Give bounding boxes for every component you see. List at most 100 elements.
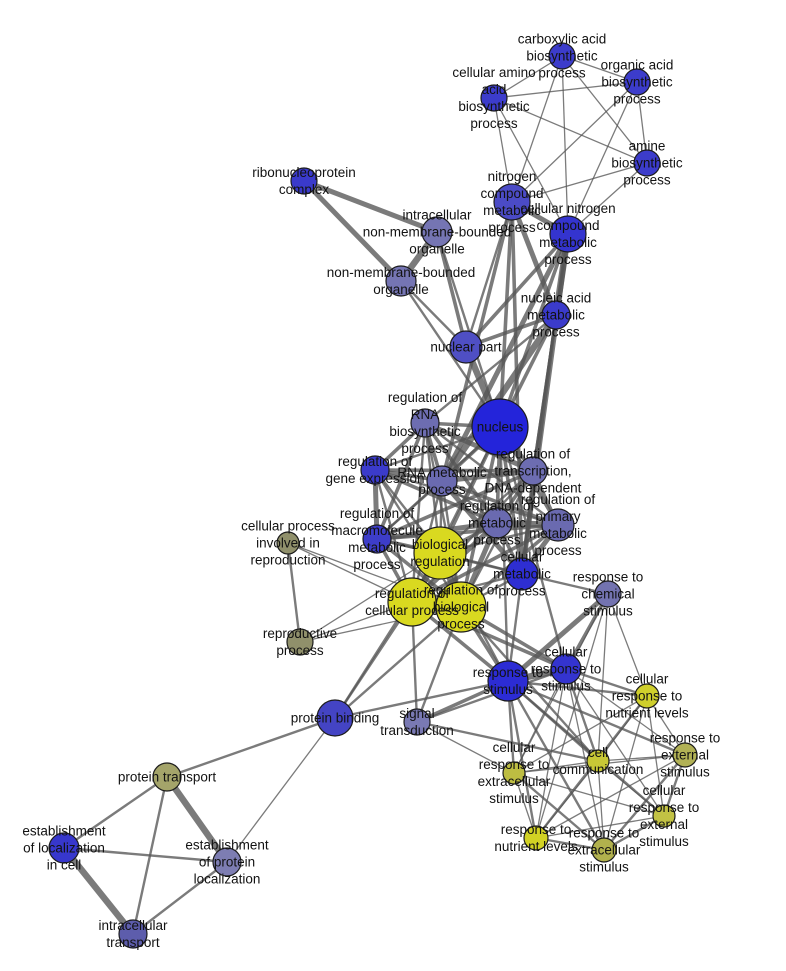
edge-cc-cresx <box>597 760 665 817</box>
edge-cc-rexs <box>597 760 605 851</box>
node-nmb[interactable] <box>385 265 417 297</box>
edge-crs-st <box>415 667 568 724</box>
edge-crnl-cres <box>513 695 648 774</box>
node-label-rrb: regulation of RNA biosynthetic process <box>388 390 463 456</box>
node-ncm[interactable] <box>493 183 531 221</box>
node-elc[interactable] <box>48 832 80 864</box>
edge-oa-cncm <box>567 81 638 235</box>
node-label-rom: regulation of metabolic process <box>460 499 535 548</box>
node-cres[interactable] <box>502 761 526 785</box>
edge-elc-it <box>60 844 137 938</box>
node-rnl[interactable] <box>523 825 549 851</box>
edge-rrb-rbp <box>423 421 463 609</box>
node-label-res: response to external stimulus <box>650 731 721 780</box>
node-crs[interactable] <box>550 653 582 685</box>
node-label-crnl: cellular response to nutrient levels <box>605 672 689 721</box>
node-cmp[interactable] <box>505 557 539 591</box>
node-label-rcp: regulation of cellular process <box>365 586 459 618</box>
node-label-cres: cellular response to extracellular stimulus <box>478 740 551 806</box>
edge-cpir-rp <box>286 541 302 644</box>
node-cpir[interactable] <box>276 531 300 555</box>
edge-ca-ncm <box>511 55 563 203</box>
node-rs[interactable] <box>487 660 529 702</box>
node-rcs[interactable] <box>594 580 622 608</box>
edge-rcs-rnl <box>535 593 609 839</box>
edge-cres-rexs <box>512 771 606 852</box>
edge-crs-rnl <box>535 668 567 839</box>
edge-crnl-rexs <box>603 695 648 851</box>
node-pb[interactable] <box>316 699 354 737</box>
node-label-rnl: response to nutrient levels <box>494 822 578 854</box>
node-cc[interactable] <box>586 749 610 773</box>
edge-np-cncm <box>464 232 570 349</box>
edge-pt-epl <box>163 773 231 866</box>
node-ca[interactable] <box>548 42 576 70</box>
node-rnp[interactable] <box>290 167 318 195</box>
node-rexs[interactable] <box>591 837 617 863</box>
edge-oa-aa <box>493 81 638 99</box>
node-inmb[interactable] <box>421 216 453 248</box>
edge-rnp-nmb <box>301 178 404 284</box>
node-br[interactable] <box>413 526 467 580</box>
node-label-it: intracellular transport <box>98 918 168 950</box>
node-np[interactable] <box>449 330 483 364</box>
node-it[interactable] <box>118 919 148 949</box>
node-pt[interactable] <box>152 762 182 792</box>
node-rtd[interactable] <box>518 456 548 486</box>
edge-nam-rmp <box>438 311 560 485</box>
edge-rs-res <box>506 679 687 757</box>
node-rom[interactable] <box>481 507 513 539</box>
edge-crs-rexs <box>565 668 605 851</box>
node-nuc[interactable] <box>471 398 529 456</box>
node-label-nam: nucleic acid metabolic process <box>521 291 592 340</box>
node-st[interactable] <box>403 708 431 736</box>
edge-rbp-pb <box>333 605 463 720</box>
node-label-rcs: response to chemical stimulus <box>573 570 644 619</box>
edge-aa-cncm <box>493 97 569 235</box>
node-rge[interactable] <box>360 455 390 485</box>
node-rmp[interactable] <box>426 465 458 497</box>
edge-rs-pb <box>333 679 510 720</box>
edge-pt-pb <box>165 716 337 779</box>
edge-crs-cc <box>564 667 600 763</box>
node-rrb[interactable] <box>410 408 440 438</box>
node-rpm[interactable] <box>541 508 575 542</box>
edge-oa-ncm <box>511 81 638 203</box>
node-cncm[interactable] <box>549 215 587 253</box>
edge-am-ncm <box>511 162 648 203</box>
edge-rcs-crnl <box>607 593 648 697</box>
edge-rmm-rpm <box>375 523 560 541</box>
node-label-epl: establishment of protein localization <box>185 838 269 887</box>
node-crnl[interactable] <box>634 683 660 709</box>
node-label-pt: protein transport <box>118 770 217 785</box>
node-epl[interactable] <box>212 847 242 877</box>
node-rp[interactable] <box>286 628 314 656</box>
edge-rge-rom <box>373 468 499 525</box>
edge-nam-ncm <box>509 199 559 318</box>
node-cresx[interactable] <box>652 804 676 828</box>
node-label-nuc: nucleus <box>477 420 524 435</box>
node-oa[interactable] <box>623 68 651 96</box>
node-aa[interactable] <box>480 84 508 112</box>
node-label-oa: organic acid biosynthetic process <box>601 58 674 107</box>
edge-cres-st <box>416 721 515 774</box>
node-label-rnp: ribonucleoprotein complex <box>252 165 356 197</box>
edge-rs-crnl <box>506 679 649 698</box>
node-am[interactable] <box>633 149 661 177</box>
edge-ca-am <box>561 55 648 164</box>
edge-rrb-rtd <box>422 420 536 474</box>
node-label-rexs: response to extracellular stimulus <box>568 826 641 875</box>
edge-cc-rnl <box>535 760 599 839</box>
node-label-am: amine biosynthetic process <box>611 139 683 188</box>
node-nam[interactable] <box>541 300 571 330</box>
edge-epl-it <box>131 860 229 936</box>
node-rbp[interactable] <box>435 581 487 633</box>
node-label-st: signal transduction <box>380 706 454 738</box>
node-label-cc: cell communication <box>553 745 644 777</box>
node-res[interactable] <box>672 742 698 768</box>
node-label-br: biological regulation <box>410 537 469 569</box>
edge-cncm-rtd <box>531 232 570 473</box>
node-label-nmb: non-membrane-bounded organelle <box>327 265 476 297</box>
node-rmm[interactable] <box>362 524 392 554</box>
edge-epl-pb <box>226 717 336 863</box>
